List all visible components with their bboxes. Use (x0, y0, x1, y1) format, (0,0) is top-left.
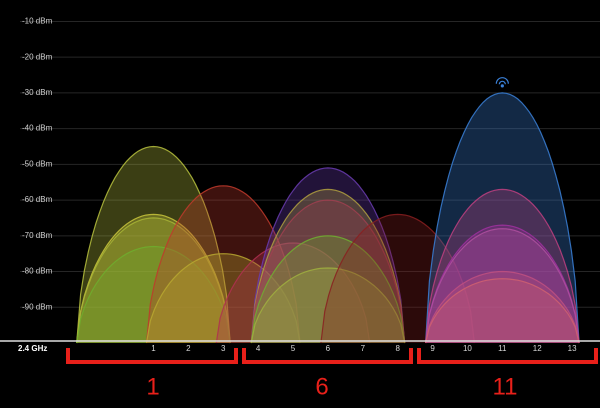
network-arch (425, 188, 580, 344)
y-tick-label: -20 dBm (22, 52, 53, 61)
network-arch (425, 228, 580, 344)
x-tick-label: 9 (430, 344, 435, 353)
network-arch (145, 185, 301, 344)
x-tick-label: 10 (463, 344, 472, 353)
network-arch (425, 278, 580, 344)
network-arch (425, 224, 580, 344)
network-arch (250, 199, 406, 344)
annotation: 6 (315, 373, 328, 400)
network-arch (76, 213, 231, 344)
x-tick-label: 5 (291, 344, 296, 353)
bracket (242, 348, 413, 364)
x-tick-label: 8 (395, 344, 400, 353)
network-arch (425, 92, 580, 344)
networks (76, 77, 580, 344)
network-arch (76, 217, 231, 344)
y-tick-label: -40 dBm (22, 124, 53, 133)
y-tick-label: -30 dBm (22, 88, 53, 97)
wifi-icon (495, 77, 509, 88)
y-tick-label: -70 dBm (22, 231, 53, 240)
x-tick-label: 4 (256, 344, 261, 353)
x-tick-label: 12 (533, 344, 542, 353)
y-tick-label: -60 dBm (22, 195, 53, 204)
annotation: 11 (493, 373, 518, 400)
annotation: 1 (146, 373, 159, 400)
network-arch (76, 245, 231, 344)
wifi-dot (500, 84, 504, 88)
y-tick-label: -80 dBm (22, 267, 53, 276)
wifi-wave (495, 77, 509, 84)
bracket (66, 348, 238, 364)
x-tick-label: 7 (361, 344, 366, 353)
x-tick-label: 6 (326, 344, 331, 353)
network-arch (250, 167, 406, 344)
network-arch (76, 145, 231, 344)
network-arch (250, 235, 406, 344)
y-tick-label: -10 dBm (22, 17, 53, 26)
y-tick-label: -90 dBm (22, 302, 53, 311)
x-tick-label: 13 (568, 344, 577, 353)
x-tick-label: 1 (151, 344, 156, 353)
channel-brackets (66, 348, 598, 364)
x-tick-label: 3 (221, 344, 226, 353)
x-axis-label: 2.4 GHz (18, 344, 47, 353)
x-tick-label: 2 (186, 344, 191, 353)
y-tick-label: -50 dBm (22, 159, 53, 168)
wifi-wave (498, 80, 506, 85)
x-tick-label: 11 (498, 344, 507, 353)
x-axis: 2.4 GHz 1 2 3 4 5 6 7 8 9 10 11 12 13 (0, 340, 600, 353)
network-arch (250, 267, 406, 344)
bracket (417, 348, 598, 364)
